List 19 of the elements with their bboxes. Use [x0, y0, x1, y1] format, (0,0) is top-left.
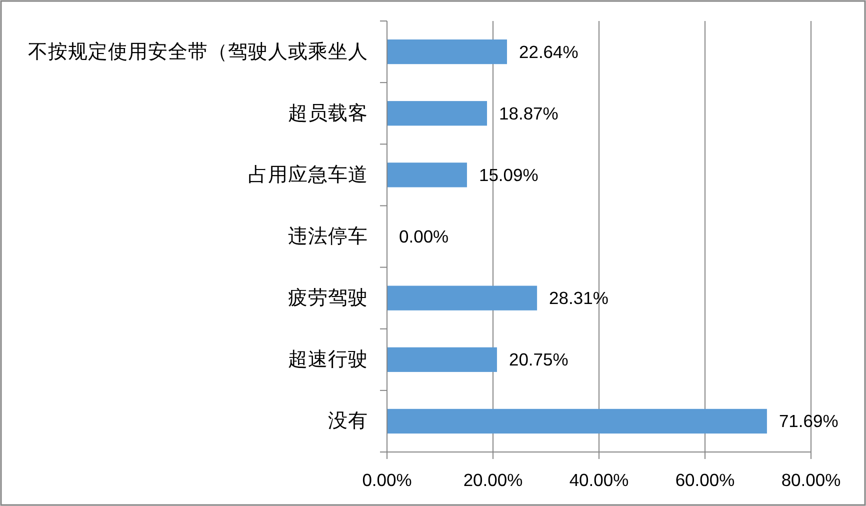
data-label: 18.87%: [499, 103, 558, 124]
y-tick-label: 超员载客: [288, 102, 368, 124]
y-tick-label: 违法停车: [288, 226, 368, 248]
data-label: 0.00%: [399, 226, 449, 246]
x-tick-label: 0.00%: [362, 470, 412, 490]
data-label: 71.69%: [778, 411, 838, 432]
x-tick-label: 60.00%: [675, 470, 735, 490]
y-tick-label: 超速行驶: [288, 348, 368, 371]
x-tick-label: 40.00%: [569, 470, 629, 490]
data-label: 28.31%: [549, 288, 608, 308]
y-tick-label: 占用应急车道: [248, 164, 368, 186]
x-tick-label: 20.00%: [463, 470, 523, 490]
data-label: 22.64%: [518, 42, 578, 62]
x-tick-label: 80.00%: [781, 470, 841, 490]
y-tick-label: 不按规定使用安全带（驾驶人或乘坐人: [28, 40, 368, 63]
y-tick-label: 没有: [328, 410, 368, 432]
y-tick-label: 疲劳驾驶: [288, 287, 368, 310]
data-label: 20.75%: [508, 350, 568, 370]
data-label: 15.09%: [478, 164, 538, 185]
